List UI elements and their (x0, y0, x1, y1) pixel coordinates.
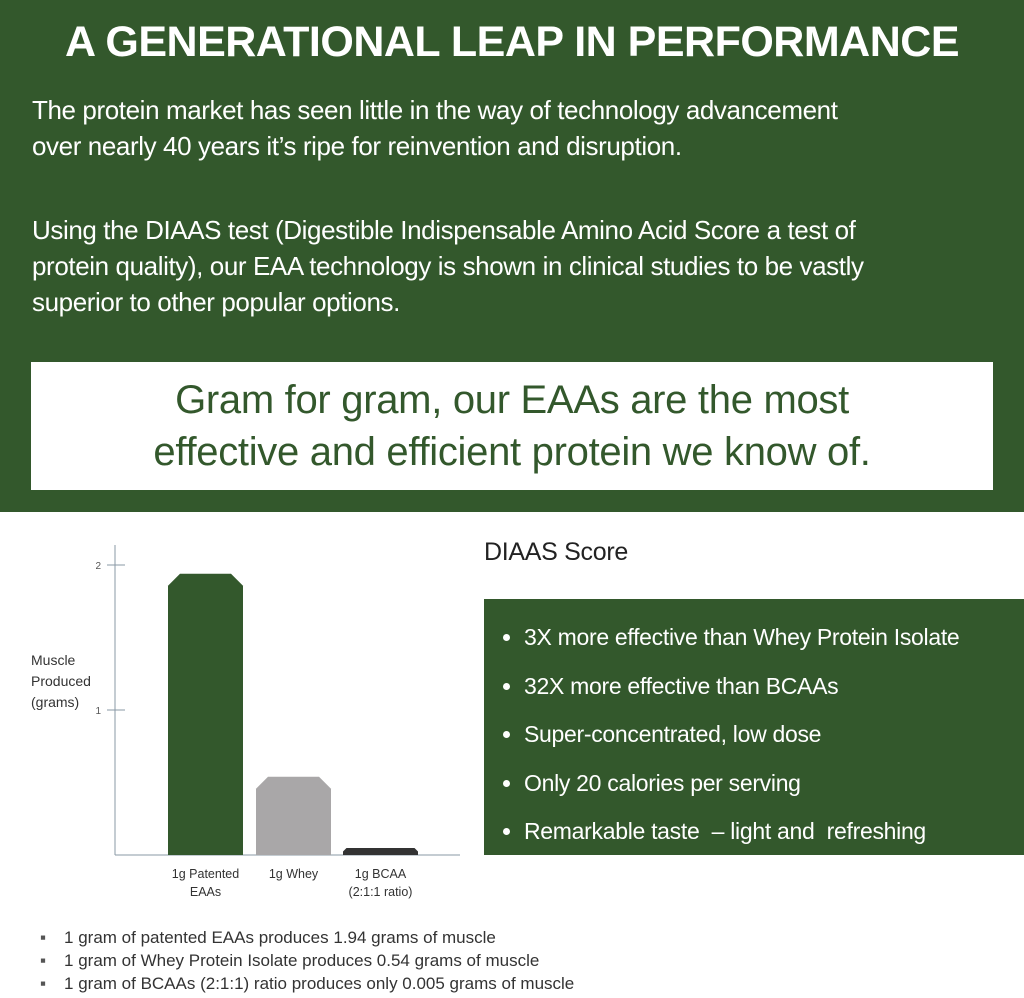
x-tick-label: 1g BCAA (355, 867, 407, 881)
footnote: 1 gram of BCAAs (2:1:1) ratio produces o… (40, 972, 574, 995)
panel-bullet: Remarkable taste – light and refreshing (524, 807, 1024, 856)
x-tick-label: EAAs (190, 885, 221, 899)
hero-section: A GENERATIONAL LEAP IN PERFORMANCE The p… (0, 0, 1024, 512)
text-line: superior to other popular options. (32, 287, 400, 317)
y-tick-label: 1 (95, 706, 101, 717)
intro-paragraph: The protein market has seen little in th… (32, 92, 1012, 164)
bar-3 (343, 848, 418, 855)
diaas-panel: 3X more effective than Whey Protein Isol… (484, 599, 1024, 855)
panel-bullet: Only 20 calories per serving (524, 759, 1024, 808)
highlight-line: Gram for gram, our EAAs are the most (175, 378, 849, 422)
diaas-paragraph: Using the DIAAS test (Digestible Indispe… (32, 212, 1012, 320)
text-line: The protein market has seen little in th… (32, 95, 838, 125)
bar-1 (168, 573, 243, 855)
panel-bullet: 32X more effective than BCAAs (524, 662, 1024, 711)
panel-bullet: 3X more effective than Whey Protein Isol… (524, 613, 1024, 662)
text-line: over nearly 40 years it’s ripe for reinv… (32, 131, 682, 161)
x-tick-label: 1g Patented (172, 867, 239, 881)
y-axis-label: Muscle (31, 652, 76, 668)
highlight-box: Gram for gram, our EAAs are the most eff… (31, 362, 993, 490)
bar-2 (256, 776, 331, 855)
text-line: protein quality), our EAA technology is … (32, 251, 864, 281)
x-tick-label: 1g Whey (269, 867, 319, 881)
page-title: A GENERATIONAL LEAP IN PERFORMANCE (64, 18, 960, 66)
footnote: 1 gram of patented EAAs produces 1.94 gr… (40, 926, 574, 949)
text-line: Using the DIAAS test (Digestible Indispe… (32, 215, 856, 245)
footnote: 1 gram of Whey Protein Isolate produces … (40, 949, 574, 972)
highlight-line: effective and efficient protein we know … (153, 430, 871, 474)
y-tick-label: 2 (95, 561, 101, 572)
panel-bullet: Super-concentrated, low dose (524, 710, 1024, 759)
y-axis-label: (grams) (31, 694, 79, 710)
x-tick-label: (2:1:1 ratio) (349, 885, 413, 899)
footnotes: 1 gram of patented EAAs produces 1.94 gr… (40, 926, 574, 995)
bar-chart: 1 2 Muscle Produced (grams) 1g Patented EAAs 1g… (31, 545, 460, 899)
y-axis-label: Produced (31, 673, 91, 689)
panel-heading: DIAAS Score (484, 538, 628, 566)
